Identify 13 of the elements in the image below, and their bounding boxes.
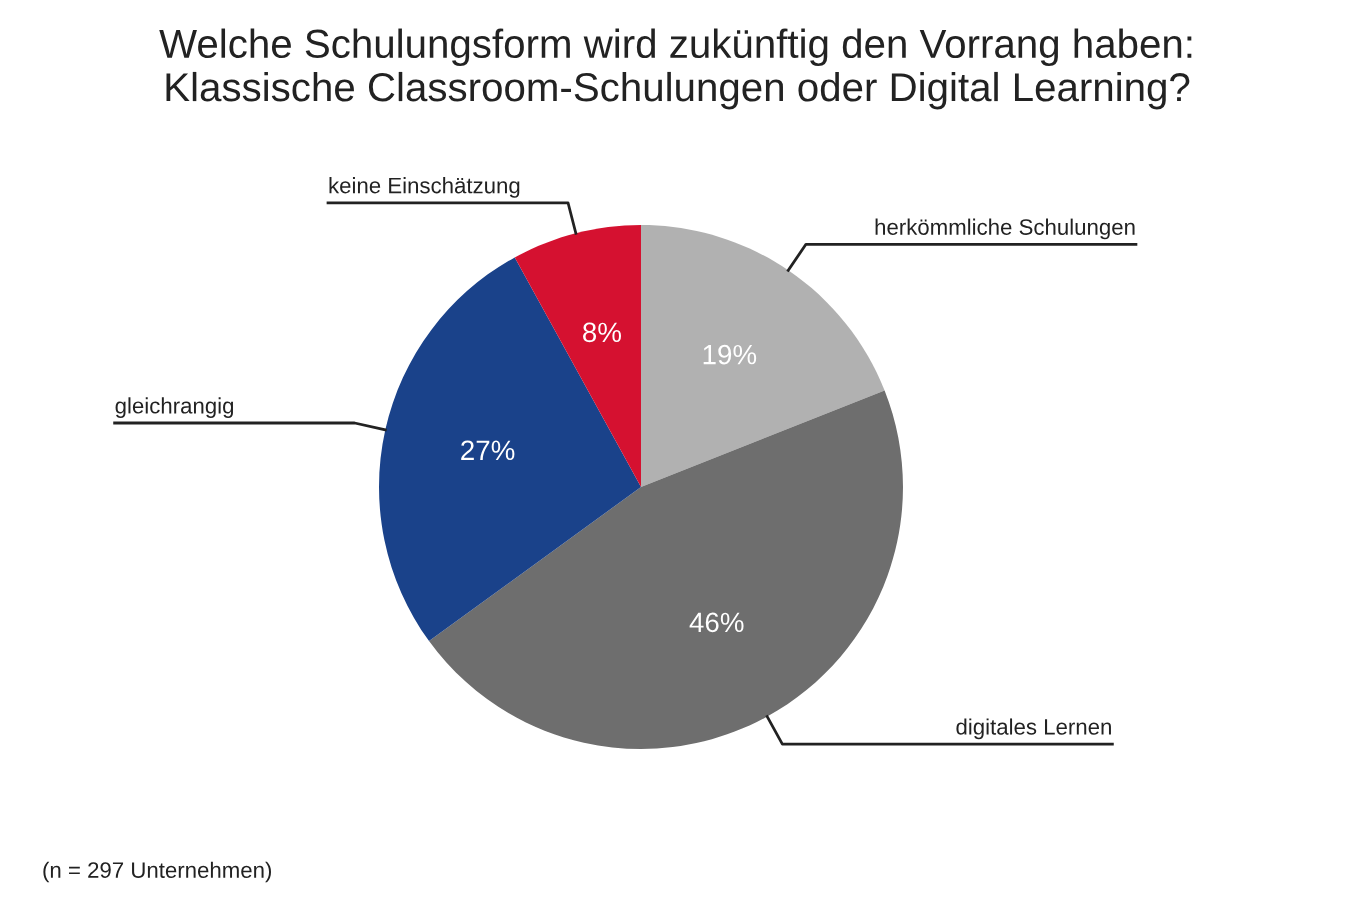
pie-slice: [379, 257, 641, 641]
pie-slice: [514, 225, 641, 487]
slice-label: digitales Lernen: [956, 718, 1111, 740]
chart-title: Welche Schulungsform wird zukünftig den Vorrang haben: Klassische Classroom-Schulungen oder Digital Learning?: [159, 28, 1192, 110]
data-label: 46%: [689, 612, 744, 633]
data-label: 27%: [461, 440, 515, 461]
data-label: 8%: [583, 322, 621, 343]
data-label: 19%: [703, 344, 757, 365]
text: (n = 297 Unternehmen): [43, 861, 271, 883]
slice-label: gleichrangig: [115, 397, 234, 418]
pie-slice: [429, 390, 903, 749]
slice-label: herkömmliche Schulungen: [875, 218, 1135, 240]
slice-label: keine Einschätzung: [329, 177, 520, 198]
